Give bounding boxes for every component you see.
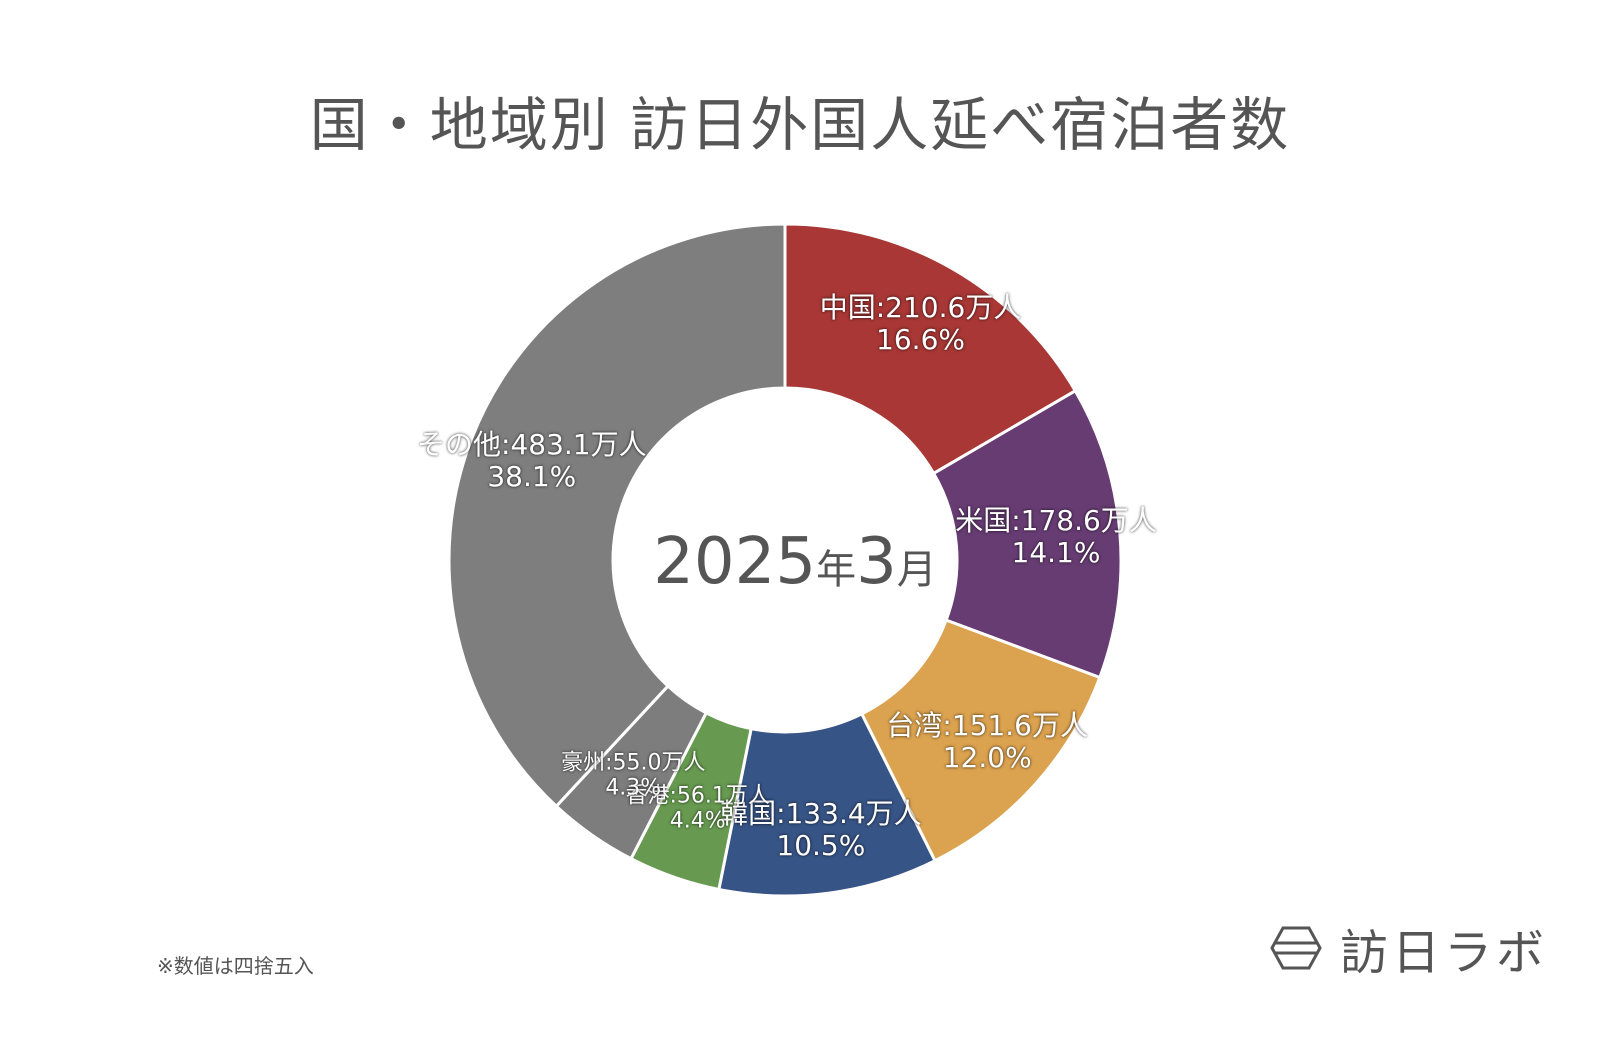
slice-value-label: 豪州:55.0万人 xyxy=(561,750,706,776)
slice-percent-label: 4.3% xyxy=(605,776,662,802)
slice-label-4: 韓国:133.4万人 10.5% xyxy=(720,797,922,861)
center-month: 3 xyxy=(856,525,897,599)
slice-value-label: 米国:178.6万人 xyxy=(955,503,1157,537)
slice-1 xyxy=(783,222,1078,476)
slice-value-label: その他:483.1万人 xyxy=(417,427,647,461)
slice-label-7: その他:483.1万人 38.1% xyxy=(417,428,647,492)
slice-label-5: 香港:56.1万人 4.4% xyxy=(625,784,769,835)
slice-value-label: 台湾:151.6万人 xyxy=(886,708,1088,742)
chart-title: 国・地域別 訪日外国人延べ宿泊者数 xyxy=(309,91,1291,159)
slice-value-label: 中国:210.6万人 xyxy=(819,290,1022,324)
slice-percent-label: 12.0% xyxy=(942,740,1032,774)
slice-label-3: 台湾:151.6万人 12.0% xyxy=(886,708,1088,774)
slice-3 xyxy=(859,618,1102,863)
center-month-unit: 月 xyxy=(896,547,937,593)
slice-7 xyxy=(447,222,787,809)
slice-label-2: 米国:178.6万人 14.1% xyxy=(955,503,1157,569)
slice-value-label: 韓国:133.4万人 xyxy=(720,796,922,830)
slice-percent-label: 4.4% xyxy=(669,809,726,835)
slice-value-label: 香港:56.1万人 xyxy=(625,783,770,809)
slice-percent-label: 10.5% xyxy=(776,828,866,862)
center-year: 2025 xyxy=(653,525,817,599)
slice-percent-label: 16.6% xyxy=(876,323,965,357)
logo: 訪日ラボ xyxy=(1270,918,1548,981)
slice-2 xyxy=(931,388,1123,680)
slice-label-1: 中国:210.6万人 16.6% xyxy=(819,290,1022,357)
slice-label-6: 豪州:55.0万人 4.3% xyxy=(561,751,705,802)
slice-percent-label: 38.1% xyxy=(487,459,577,493)
logo-text: 訪日ラボ xyxy=(1340,925,1549,981)
slice-percent-label: 14.1% xyxy=(1011,535,1101,569)
center-date-label: 2025年3月 xyxy=(605,530,985,594)
center-year-unit: 年 xyxy=(816,547,857,593)
hexagon-logo-icon xyxy=(1270,926,1322,970)
rounding-note: ※数値は四捨五入 xyxy=(157,954,314,978)
